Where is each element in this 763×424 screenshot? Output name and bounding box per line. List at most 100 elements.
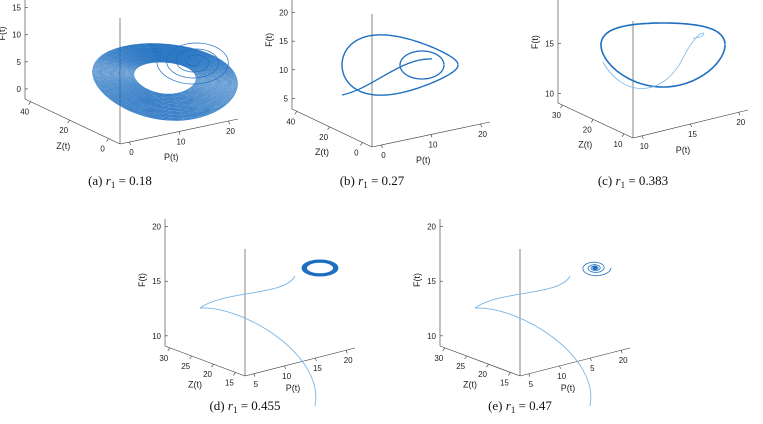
y-tick-label: 40 <box>20 108 29 117</box>
x-tick <box>315 357 317 362</box>
y-tick-label: 15 <box>500 378 509 387</box>
trajectory-loop <box>107 50 223 111</box>
y-tick <box>28 101 31 105</box>
x-tick <box>430 134 433 138</box>
y-axis <box>164 345 246 377</box>
z-tick-label: 15 <box>279 37 288 46</box>
trajectory-cycle <box>600 22 726 88</box>
caption-value: = 0.383 <box>625 173 668 188</box>
trajectory-loop <box>123 57 207 101</box>
caption-value: = 0.18 <box>115 173 152 188</box>
trajectory-loop <box>95 44 235 119</box>
z-tick-label: 0 <box>17 85 22 94</box>
trajectory <box>199 259 339 407</box>
y-tick <box>360 142 363 146</box>
y-axis-label: Z(t) <box>56 141 70 151</box>
y-tick <box>294 111 298 115</box>
trajectory <box>341 34 459 96</box>
x-tick-label: 10 <box>282 372 291 381</box>
x-axis-label: P(t) <box>416 155 431 165</box>
y-tick <box>211 364 214 368</box>
trajectory-loop <box>127 58 203 99</box>
trajectory-loop <box>103 48 227 114</box>
trajectory-transient <box>602 32 705 89</box>
z-tick-label: 20 <box>152 223 161 232</box>
z-axis-label: F(t) <box>530 35 540 49</box>
x-axis-label: P(t) <box>561 383 576 393</box>
x-tick-label: 0 <box>129 148 134 157</box>
y-tick <box>464 355 467 360</box>
x-tick-label: 10 <box>429 141 438 150</box>
z-tick-label: 15 <box>545 39 554 48</box>
caption-prefix: (c) <box>598 173 616 188</box>
y-axis <box>24 98 121 145</box>
y-tick-label: 20 <box>478 370 487 379</box>
x-tick <box>620 350 623 354</box>
x-tick <box>590 357 592 362</box>
trajectory-loop <box>118 55 212 104</box>
y-tick <box>508 372 511 376</box>
x-tick-label: 15 <box>313 364 322 373</box>
x-tick-label: 10 <box>640 142 649 151</box>
y-tick-label: 25 <box>456 362 465 371</box>
trajectory-loop <box>105 49 225 113</box>
trajectory <box>92 42 238 121</box>
panel-caption: (c) r1 = 0.383 <box>598 173 668 190</box>
panel-e: 10 15 20 F(t) 5 10 5 20 P(t) 15 20 25 30 Z(t) (e) r1 =… <box>412 219 631 415</box>
y-axis <box>291 108 373 148</box>
trajectory-loop <box>129 60 201 97</box>
trajectory-loop <box>102 47 228 115</box>
trajectory-loop <box>124 57 206 101</box>
trajectory-loop <box>94 44 236 120</box>
y-tick-label: 30 <box>552 111 561 120</box>
trajectory-loop <box>117 54 213 105</box>
y-tick-label: 30 <box>434 354 443 363</box>
caption-symbol: r <box>106 173 112 188</box>
y-tick-label: 10 <box>614 140 623 149</box>
z-tick-label: 15 <box>12 4 21 13</box>
caption-subscript: 1 <box>363 180 368 190</box>
x-tick-label: 5 <box>590 364 595 373</box>
y-axis-label: Z(t) <box>463 380 477 390</box>
trajectory-loop <box>114 53 216 107</box>
x-tick <box>228 120 230 125</box>
caption-subscript: 1 <box>621 180 626 190</box>
trajectory-loop <box>110 51 220 110</box>
trajectory-loop <box>112 52 218 108</box>
panel-d: 10 15 20 F(t) 5 10 15 20 P(t) 15 20 25 30 Z(t) (d) r1 … <box>137 219 356 415</box>
caption-symbol: r <box>228 398 234 413</box>
y-tick <box>233 372 236 376</box>
x-tick <box>284 365 286 370</box>
caption-symbol: r <box>358 173 364 188</box>
z-axis-label: F(t) <box>264 33 274 47</box>
x-tick-label: 15 <box>688 130 697 139</box>
x-tick <box>480 123 482 128</box>
z-tick-label: 10 <box>279 66 288 75</box>
x-tick-label: 10 <box>557 372 566 381</box>
trajectory-loop <box>116 53 214 106</box>
panel-caption: (a) r1 = 0.18 <box>88 173 152 190</box>
trajectory-loop <box>127 59 203 98</box>
z-tick-label: 10 <box>545 90 554 99</box>
x-tick-label: 20 <box>344 356 353 365</box>
trajectory-loop <box>125 58 205 100</box>
caption-symbol: r <box>616 173 622 188</box>
y-axis <box>557 102 634 139</box>
trajectory-loop <box>115 53 215 107</box>
y-tick-label: 20 <box>583 125 592 134</box>
y-tick <box>189 355 192 360</box>
x-tick <box>253 373 256 377</box>
trajectory-loop <box>105 48 225 113</box>
y-tick <box>327 126 330 131</box>
x-tick-label: 20 <box>226 127 235 136</box>
x-axis-label: P(t) <box>286 383 301 393</box>
trajectory-loop <box>121 56 209 103</box>
x-tick-label: 5 <box>529 380 534 389</box>
trajectory <box>474 261 612 407</box>
trajectory-loop <box>111 51 219 109</box>
x-tick-label: 5 <box>254 380 259 389</box>
panel-caption: (b) r1 = 0.27 <box>340 173 405 190</box>
